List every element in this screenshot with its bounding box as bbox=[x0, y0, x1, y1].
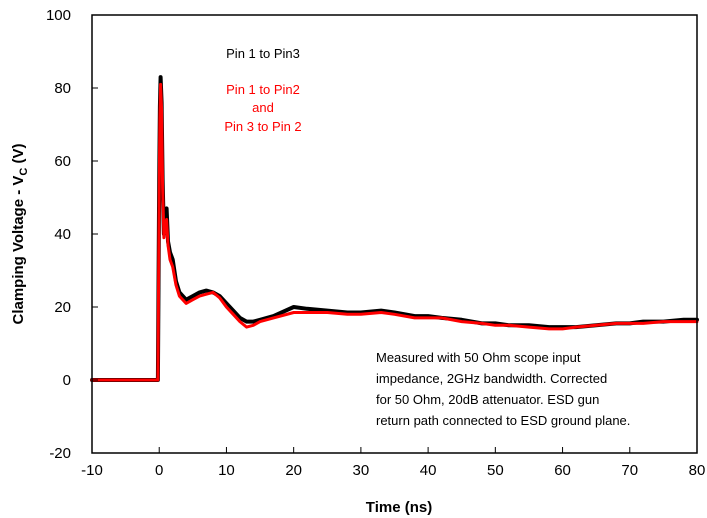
y-tick-label: 40 bbox=[54, 226, 71, 243]
y-tick-label: 80 bbox=[54, 80, 71, 97]
y-axis-title-main: Clamping Voltage - V bbox=[10, 176, 27, 325]
y-tick-label: 60 bbox=[54, 153, 71, 170]
x-tick-label: 30 bbox=[353, 462, 370, 479]
note-line-1: Measured with 50 Ohm scope input bbox=[376, 350, 581, 365]
y-axis-title-unit: (V) bbox=[10, 143, 27, 167]
y-tick-label: 0 bbox=[63, 372, 71, 389]
tick-layer bbox=[91, 14, 698, 454]
note-line-4: return path connected to ESD ground plan… bbox=[376, 413, 630, 428]
x-tick-label: 80 bbox=[689, 462, 706, 479]
ticklabel-layer: -10 0 10 20 30 40 50 60 70 80 -20 0 20 40 60 80 100 bbox=[46, 7, 705, 479]
x-tick-label: 20 bbox=[285, 462, 302, 479]
x-tick-label: 0 bbox=[155, 462, 163, 479]
note-line-3: for 50 Ohm, 20dB attenuator. ESD gun bbox=[376, 392, 599, 407]
y-tick-label: 100 bbox=[46, 7, 71, 24]
x-tick-label: 70 bbox=[621, 462, 638, 479]
y-axis-title: Clamping Voltage - VC (V) bbox=[10, 143, 30, 324]
x-axis-title: Time (ns) bbox=[366, 499, 432, 516]
note-line-2: impedance, 2GHz bandwidth. Corrected bbox=[376, 371, 607, 386]
x-tick-label: -10 bbox=[81, 462, 103, 479]
series-line-pin1-pin2 bbox=[90, 82, 699, 382]
x-tick-label: 40 bbox=[420, 462, 437, 479]
legend-label-pin1-pin2: Pin 1 to Pin2 bbox=[226, 82, 300, 97]
x-tick-label: 60 bbox=[554, 462, 571, 479]
legend-label-and: and bbox=[252, 100, 274, 115]
y-tick-label: -20 bbox=[49, 445, 71, 462]
legend-label-pin1-pin3: Pin 1 to Pin3 bbox=[226, 46, 300, 61]
legend-label-pin3-pin2: Pin 3 to Pin 2 bbox=[224, 119, 301, 134]
y-tick-label: 20 bbox=[54, 299, 71, 316]
x-tick-label: 50 bbox=[487, 462, 504, 479]
series-line-pin1-pin3 bbox=[90, 75, 699, 382]
legend-labels: Pin 1 to Pin3 Pin 1 to Pin2 and Pin 3 to… bbox=[224, 46, 301, 134]
x-tick-label: 10 bbox=[218, 462, 235, 479]
y-axis-title-subscript: C bbox=[18, 168, 30, 176]
series-layer bbox=[90, 75, 699, 382]
measurement-note: Measured with 50 Ohm scope input impedan… bbox=[376, 350, 630, 428]
